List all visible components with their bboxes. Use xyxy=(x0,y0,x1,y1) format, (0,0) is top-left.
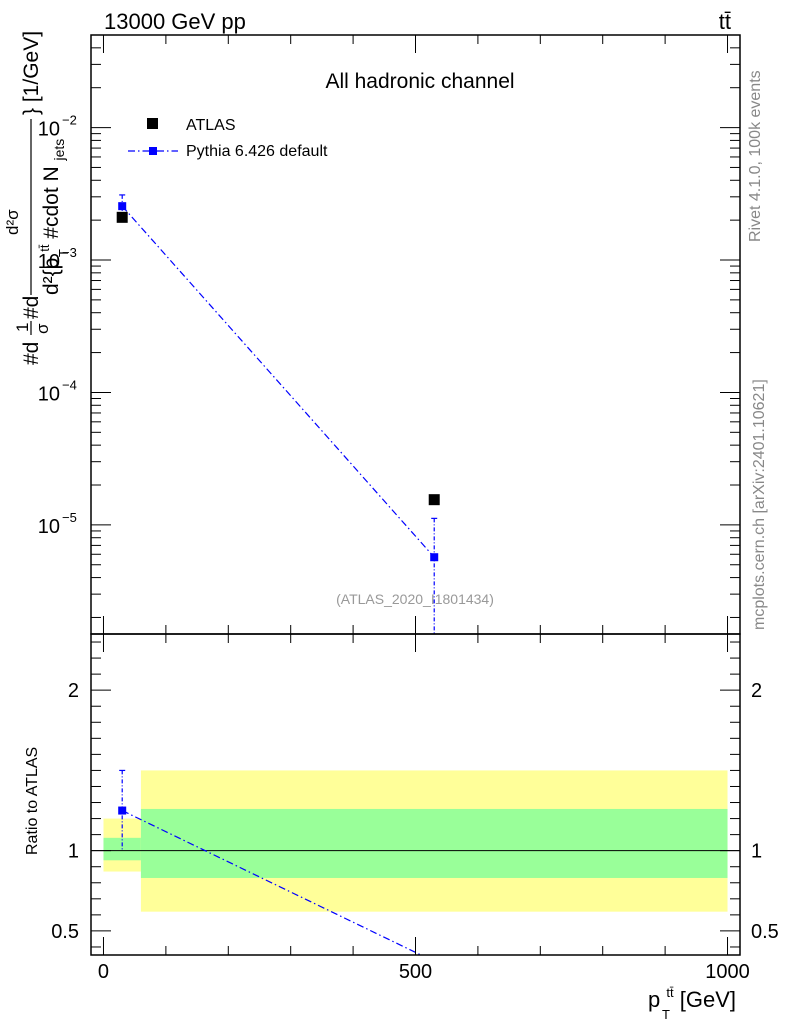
ylabel-frac2-den-sup: tt̄ xyxy=(37,244,52,252)
main-ylabel: #d 1 σ #d d²σ d²{p tt̄ #cdot N jets T } … xyxy=(3,31,71,365)
ratio-y-tick-label: 2 xyxy=(68,680,79,702)
main-panel: 10−510−410−310−2 All hadronic channel (A… xyxy=(38,34,741,635)
ylabel-mid: #d xyxy=(20,296,43,319)
legend-label-atlas: ATLAS xyxy=(186,117,236,134)
main-y-tick-label: 10 xyxy=(38,383,60,405)
ratio-pythia-point xyxy=(118,806,127,815)
atlas-point xyxy=(116,211,128,223)
ylabel-tail: } [1/GeV] xyxy=(20,31,43,115)
legend-label-pythia: Pythia 6.426 default xyxy=(186,143,328,160)
ylabel-frac2-den-sub: T xyxy=(56,249,71,257)
main-y-tick-exponent: −4 xyxy=(62,377,77,392)
ratio-y-tick-label-right: 2 xyxy=(751,680,762,702)
xlabel-rest: [GeV] xyxy=(680,987,736,1012)
main-y-tick-label: 10 xyxy=(38,119,60,141)
ratio-pythia-line xyxy=(121,810,422,956)
ratio-band-green xyxy=(140,808,728,878)
ylabel-frac2-den-rest: #cdot N xyxy=(40,166,63,238)
ylabel-prefix: #d xyxy=(20,342,43,365)
ylabel-frac2-num: d²σ xyxy=(3,209,22,235)
xlabel-main: p xyxy=(648,987,660,1012)
mcplots-label: mcplots.cern.ch [arXiv:2401.10621] xyxy=(751,379,768,630)
svg-text:#d: #d xyxy=(20,342,43,365)
ratio-y-tick-label: 0.5 xyxy=(51,921,79,943)
x-tick-label: 0 xyxy=(98,961,109,983)
ylabel-frac1-den: σ xyxy=(33,323,52,334)
main-y-tick-label: 10 xyxy=(38,251,60,273)
legend-marker-pythia xyxy=(149,147,157,155)
x-tick-label: 500 xyxy=(399,961,432,983)
ylabel-frac2-den: d²{p xyxy=(40,258,63,295)
pythia-line xyxy=(121,205,435,558)
main-y-tick-exponent: −5 xyxy=(62,510,77,525)
x-tick-label: 1000 xyxy=(705,961,750,983)
main-y-tick-exponent: −2 xyxy=(62,113,77,128)
legend: ATLAS Pythia 6.426 default xyxy=(128,117,328,160)
atlas-point xyxy=(428,494,440,506)
xlabel: p tt̄ [GeV] xyxy=(648,977,736,1012)
xlabel-sup: tt̄ xyxy=(666,985,674,1000)
process-label: tt̄ xyxy=(719,9,731,34)
main-y-tick-label: 10 xyxy=(38,516,60,538)
ratio-ylabel: Ratio to ATLAS xyxy=(24,747,41,855)
ylabel-frac1-num: 1 xyxy=(13,323,32,332)
analysis-label: (ATLAS_2020_I1801434) xyxy=(336,591,494,607)
pythia-point xyxy=(118,202,127,211)
ratio-data-layer xyxy=(91,769,740,956)
ylabel-frac2-den-rest-sub: jets xyxy=(51,139,67,162)
legend-marker-atlas xyxy=(147,118,158,129)
ratio-y-tick-label-right: 1 xyxy=(751,841,762,863)
energy-label: 13000 GeV pp xyxy=(104,9,246,34)
pythia-point xyxy=(430,553,439,562)
svg-text:d²{p tt̄ #cdot N: d²{p tt̄ #cdot N jets xyxy=(31,139,67,295)
ratio-y-tick-label: 1 xyxy=(68,841,79,863)
main-title: All hadronic channel xyxy=(325,70,514,93)
xlabel-sub: T xyxy=(662,1007,670,1022)
main-axes: 10−510−410−310−2 xyxy=(38,34,740,634)
ratio-y-tick-label-right: 0.5 xyxy=(751,921,779,943)
main-data-layer xyxy=(116,194,440,634)
main-y-tick-exponent: −3 xyxy=(62,245,77,260)
rivet-label: Rivet 4.1.0, 100k events xyxy=(747,70,764,242)
